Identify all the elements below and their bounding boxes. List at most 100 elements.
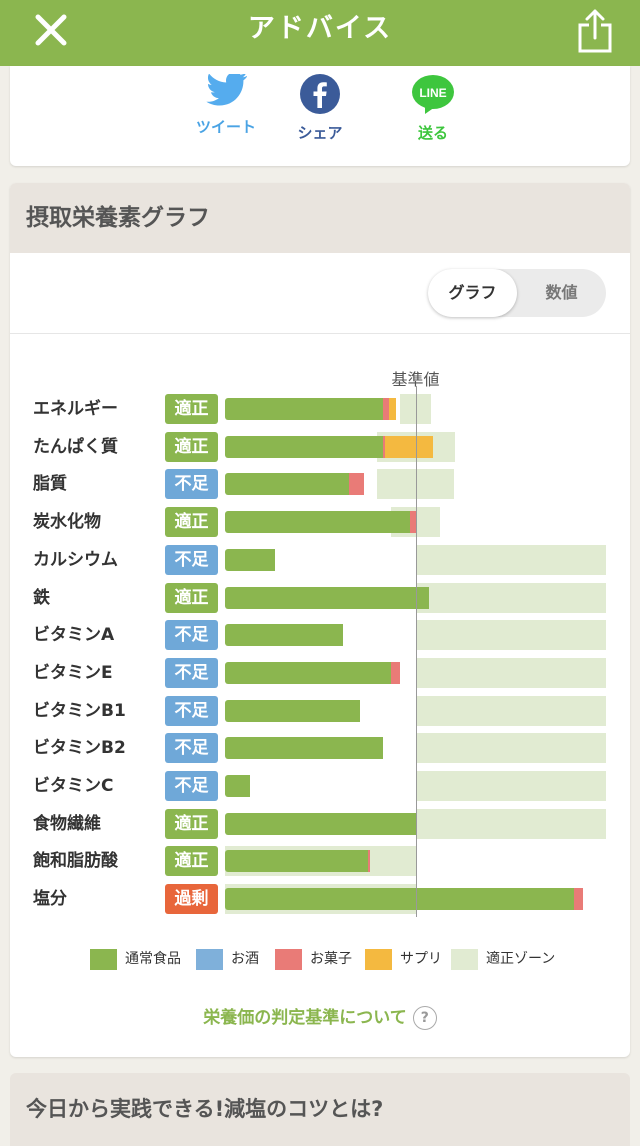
share-card: ツイート シェア LINE 送る bbox=[10, 66, 630, 166]
bar-segment bbox=[225, 699, 361, 722]
status-badge: 不足 bbox=[165, 544, 218, 575]
bar-segment bbox=[225, 661, 391, 684]
legend-item: お酒 bbox=[196, 949, 326, 973]
adequate-zone bbox=[415, 657, 606, 688]
facebook-icon bbox=[300, 74, 340, 114]
bar-segment bbox=[225, 775, 250, 797]
app-header: アドバイス bbox=[0, 0, 640, 66]
status-badge: 適正 bbox=[165, 394, 218, 424]
toggle-graph[interactable]: グラフ bbox=[428, 269, 517, 317]
bar-segment bbox=[225, 473, 349, 496]
bar-segment bbox=[225, 398, 384, 420]
bar-segment bbox=[348, 473, 365, 496]
legend-item: お菓子 bbox=[275, 949, 405, 973]
facebook-share-button[interactable]: シェア bbox=[280, 74, 360, 143]
facebook-label: シェア bbox=[297, 124, 343, 142]
adequate-zone bbox=[415, 695, 606, 726]
status-badge: 不足 bbox=[165, 657, 218, 688]
share-icon[interactable] bbox=[576, 8, 614, 54]
nutrient-label: ビタミンB1 bbox=[33, 700, 126, 721]
status-badge: 不足 bbox=[165, 469, 218, 500]
status-badge: 適正 bbox=[165, 582, 218, 613]
nutrient-label: エネルギー bbox=[33, 399, 118, 419]
legend-label: 通常食品 bbox=[125, 951, 181, 967]
adequate-zone bbox=[415, 544, 606, 575]
legend-swatch bbox=[196, 949, 223, 970]
adequate-zone bbox=[415, 771, 606, 801]
status-badge: 過剰 bbox=[165, 884, 218, 915]
bar-segment bbox=[225, 548, 275, 571]
line-icon-text: LINE bbox=[419, 86, 446, 100]
status-badge: 適正 bbox=[165, 846, 218, 877]
salt-tips-card[interactable]: 今日から実践できる!減塩のコツとは? bbox=[10, 1073, 630, 1146]
status-badge: 適正 bbox=[165, 808, 218, 839]
status-badge: 不足 bbox=[165, 771, 218, 801]
status-badge: 適正 bbox=[165, 431, 218, 462]
nutrient-label: 脂質 bbox=[33, 474, 67, 495]
adequate-zone bbox=[415, 808, 606, 839]
legend-label: サプリ bbox=[400, 951, 442, 967]
view-toggle[interactable]: グラフ 数値 bbox=[428, 269, 606, 317]
bar-segment bbox=[383, 398, 389, 420]
salt-tips-title: 今日から実践できる!減塩のコツとは? bbox=[26, 1097, 384, 1121]
help-icon: ? bbox=[412, 1006, 437, 1030]
nutrient-label: 炭水化物 bbox=[33, 512, 101, 533]
bar-segment bbox=[225, 511, 410, 534]
legend-label: お酒 bbox=[231, 951, 259, 967]
legend-item: 適正ゾーン bbox=[451, 949, 581, 973]
bar-segment bbox=[225, 435, 384, 458]
line-share-button[interactable]: LINE 送る bbox=[393, 74, 473, 143]
bar-segment bbox=[225, 850, 368, 873]
status-badge: 不足 bbox=[165, 695, 218, 726]
bar-segment bbox=[225, 586, 429, 609]
legend-label: お菓子 bbox=[310, 951, 352, 967]
nutrient-label: カルシウム bbox=[33, 549, 118, 570]
page-title: アドバイス bbox=[247, 13, 393, 44]
bar-segment bbox=[385, 435, 433, 458]
nutrient-chart: 基準値 エネルギー 適正 たんぱく質 適正 脂質 不足 炭水化物 適正 カルシウム 不足鉄適正 ビタ… bbox=[10, 183, 630, 1057]
nutrient-graph-card: 摂取栄養素グラフ グラフ 数値 基準値 エネルギー 適正 たんぱく質 適正 脂質 不足 炭水… bbox=[10, 183, 630, 1057]
toggle-value[interactable]: 数値 bbox=[545, 283, 578, 302]
status-badge: 適正 bbox=[165, 507, 218, 538]
criteria-link[interactable]: 栄養価の判定基準について? bbox=[10, 1003, 630, 1030]
reference-label: 基準値 bbox=[391, 370, 440, 389]
legend-swatch bbox=[365, 949, 392, 970]
adequate-zone bbox=[415, 733, 606, 764]
bar-segment bbox=[225, 812, 416, 835]
divider bbox=[10, 333, 630, 334]
bar-segment bbox=[388, 398, 397, 420]
twitter-bird-icon bbox=[206, 72, 248, 106]
bar-segment bbox=[573, 888, 584, 911]
legend-swatch bbox=[90, 949, 117, 970]
legend-item: 通常食品 bbox=[90, 949, 220, 973]
adequate-zone bbox=[415, 582, 606, 613]
bar-segment bbox=[367, 850, 370, 873]
nutrient-label: ビタミンE bbox=[33, 662, 113, 683]
bar-segment bbox=[383, 435, 385, 458]
reference-line bbox=[415, 386, 417, 918]
legend-item: サプリ bbox=[365, 949, 495, 973]
twitter-share-button[interactable]: ツイート bbox=[186, 72, 266, 137]
adequate-zone bbox=[400, 394, 431, 424]
nutrient-label: ビタミンB2 bbox=[33, 738, 126, 759]
legend-swatch bbox=[451, 949, 478, 970]
graph-card-title: 摂取栄養素グラフ bbox=[10, 183, 630, 253]
legend-swatch bbox=[275, 949, 302, 970]
status-badge: 不足 bbox=[165, 620, 218, 651]
adequate-zone bbox=[415, 620, 606, 651]
criteria-link-text: 栄養価の判定基準について bbox=[203, 1008, 407, 1028]
nutrient-label: 飽和脂肪酸 bbox=[33, 851, 118, 872]
line-icon: LINE bbox=[412, 75, 454, 114]
bar-segment bbox=[225, 737, 384, 760]
bar-segment bbox=[409, 511, 418, 534]
nutrient-label: 鉄 bbox=[33, 587, 50, 608]
bar-segment bbox=[225, 624, 344, 647]
nutrient-label: ビタミンC bbox=[33, 776, 114, 796]
status-badge: 不足 bbox=[165, 733, 218, 764]
adequate-zone bbox=[377, 469, 454, 500]
close-icon[interactable] bbox=[34, 13, 68, 47]
line-label: 送る bbox=[417, 124, 448, 142]
nutrient-label: たんぱく質 bbox=[33, 436, 118, 457]
bar-segment bbox=[390, 661, 401, 684]
twitter-label: ツイート bbox=[195, 118, 256, 136]
